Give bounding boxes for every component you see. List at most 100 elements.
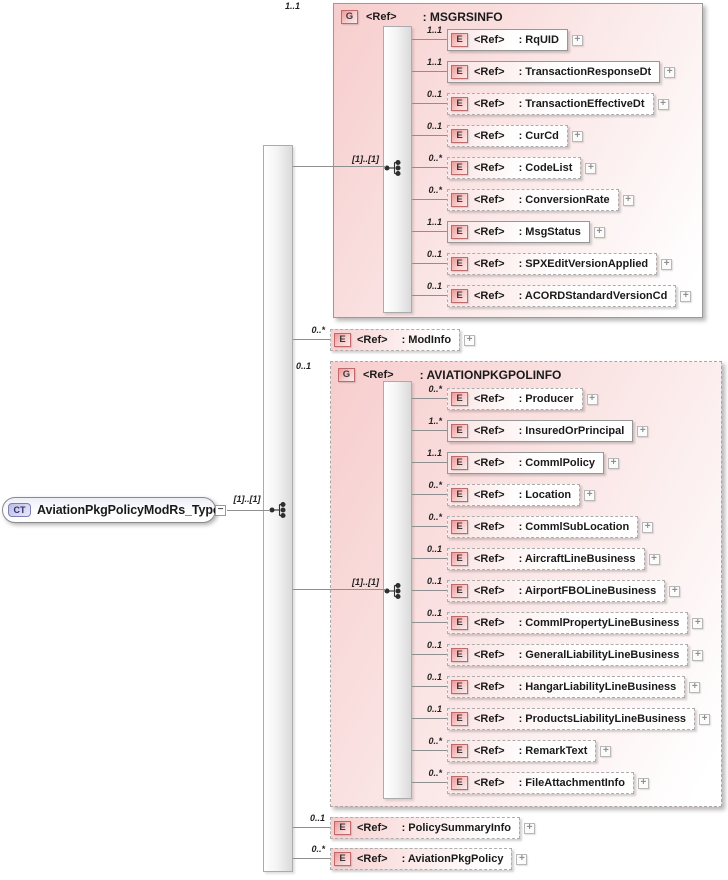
element-box-generalliabilitylinebusiness[interactable]: E <Ref> : GeneralLiabilityLineBusiness <box>447 644 689 666</box>
expand-icon[interactable]: + <box>593 226 605 238</box>
expand-icon[interactable]: + <box>637 777 649 789</box>
element-box-aviationpkgpolicy[interactable]: E <Ref> : AviationPkgPolicy <box>330 848 513 870</box>
element-row: 0..1 E <Ref> : AirportFBOLineBusiness + <box>411 576 681 602</box>
sequence-bar <box>263 145 293 872</box>
element-row: 0..* E <Ref> : ConversionRate + <box>412 185 634 211</box>
element-badge: E <box>451 161 468 175</box>
element-badge: E <box>451 392 468 406</box>
element-box-aircraftlinebusiness[interactable]: E <Ref> : AircraftLineBusiness <box>447 548 645 570</box>
element-badge: E <box>451 680 468 694</box>
element-row: 0..1 E <Ref> : CurCd + <box>412 121 583 147</box>
element-box-codelist[interactable]: E <Ref> : CodeList <box>447 157 582 179</box>
element-box-policysummaryinfo[interactable]: E <Ref> : PolicySummaryInfo <box>330 817 520 839</box>
element-box-transactioneffectivedt[interactable]: E <Ref> : TransactionEffectiveDt <box>447 93 654 115</box>
complex-type-title: AviationPkgPolicyModRs_Type <box>37 503 220 517</box>
expand-icon[interactable]: + <box>664 66 676 78</box>
element-badge: E <box>451 97 468 111</box>
element-name: : Producer <box>518 393 574 405</box>
expand-icon[interactable]: + <box>637 425 649 437</box>
ref-label: <Ref> <box>474 713 505 725</box>
element-row: 0..* E <Ref> : CodeList + <box>411 153 597 179</box>
element-box-producer[interactable]: E <Ref> : Producer <box>447 388 583 410</box>
element-box-curcd[interactable]: E <Ref> : CurCd <box>447 125 568 147</box>
element-box-msgstatus[interactable]: E <Ref> : MsgStatus <box>447 221 590 243</box>
expand-icon[interactable]: + <box>516 853 528 865</box>
ref-label: <Ref> <box>357 822 388 834</box>
element-box-commlpropertylinebusiness[interactable]: E <Ref> : CommlPropertyLineBusiness <box>447 612 689 634</box>
element-row: 0..1 E <Ref> : ACORDStandardVersionCd + <box>411 281 692 307</box>
group-header[interactable]: G <Ref> : MSGRSINFO <box>334 4 702 24</box>
element-name: : TransactionResponseDt <box>518 66 652 78</box>
element-name: : TransactionEffectiveDt <box>518 98 645 110</box>
ref-label: <Ref> <box>357 334 388 346</box>
element-box-commlpolicy[interactable]: E <Ref> : CommlPolicy <box>447 452 604 474</box>
cardinality-label: 0..* <box>311 844 325 854</box>
element-box-airportfbolinebusiness[interactable]: E <Ref> : AirportFBOLineBusiness <box>447 580 666 602</box>
ref-label: <Ref> <box>474 34 505 46</box>
expand-icon[interactable]: + <box>661 258 673 270</box>
complex-type-node[interactable]: CT AviationPkgPolicyModRs_Type <box>2 497 220 523</box>
element-name: : ConversionRate <box>518 194 610 206</box>
expand-icon[interactable]: + <box>464 334 476 346</box>
element-box-conversionrate[interactable]: E <Ref> : ConversionRate <box>447 189 619 211</box>
element-box-acordstandardversioncd[interactable]: E <Ref> : ACORDStandardVersionCd <box>447 285 677 307</box>
element-box-location[interactable]: E <Ref> : Location <box>447 484 581 506</box>
element-badge: E <box>451 193 468 207</box>
element-badge: E <box>334 821 351 835</box>
expand-icon[interactable]: + <box>669 585 681 597</box>
element-name: : InsuredOrPrincipal <box>518 425 625 437</box>
expand-icon[interactable]: + <box>642 521 654 533</box>
element-badge: E <box>451 129 468 143</box>
element-row: 0..1 E <Ref> : CommlPropertyLineBusiness… <box>411 608 704 634</box>
expand-icon[interactable]: + <box>571 34 583 46</box>
element-box-rquid[interactable]: E <Ref> : RqUID <box>447 29 568 51</box>
element-box-spxeditversionapplied[interactable]: E <Ref> : SPXEditVersionApplied <box>447 253 658 275</box>
connector-line <box>293 589 386 590</box>
expand-icon[interactable]: + <box>607 457 619 469</box>
group-header[interactable]: G <Ref> : AVIATIONPKGPOLINFO <box>331 362 721 382</box>
sequence-icon <box>384 582 401 600</box>
element-name: : GeneralLiabilityLineBusiness <box>518 649 680 661</box>
expand-icon[interactable]: + <box>692 617 704 629</box>
expand-icon[interactable]: + <box>699 713 711 725</box>
cardinality-label: 1..1 <box>426 448 442 458</box>
expand-icon[interactable]: + <box>584 489 596 501</box>
expand-icon[interactable]: + <box>657 98 669 110</box>
element-badge: E <box>451 225 468 239</box>
element-box-insuredorprincipal[interactable]: E <Ref> : InsuredOrPrincipal <box>447 420 634 442</box>
ref-label: <Ref> <box>474 617 505 629</box>
collapse-icon[interactable]: − <box>215 505 226 516</box>
cardinality-label: 0..* <box>311 325 325 335</box>
expand-icon[interactable]: + <box>689 681 701 693</box>
cardinality-label: 0..1 <box>426 89 442 99</box>
cardinality-label: 0..* <box>428 153 442 163</box>
expand-icon[interactable]: + <box>524 822 535 834</box>
element-name: : SPXEditVersionApplied <box>518 258 649 270</box>
expand-icon[interactable]: + <box>585 162 597 174</box>
cardinality-label: 0..* <box>428 512 442 522</box>
ref-label: <Ref> <box>474 585 505 597</box>
element-box-hangarliabilitylinebusiness[interactable]: E <Ref> : HangarLiabilityLineBusiness <box>447 676 686 698</box>
cardinality-label: 0..* <box>428 384 442 394</box>
expand-icon[interactable]: + <box>622 194 634 206</box>
expand-icon[interactable]: + <box>648 553 660 565</box>
cardinality-label: 1..1 <box>285 1 301 11</box>
element-box-productsliabilitylinebusiness[interactable]: E <Ref> : ProductsLiabilityLineBusiness <box>447 708 696 730</box>
element-row: 1..1 E <Ref> : CommlPolicy + <box>412 448 619 474</box>
expand-icon[interactable]: + <box>586 393 598 405</box>
element-row: 1..* E <Ref> : InsuredOrPrincipal + <box>411 416 649 442</box>
element-row: 0..* E <Ref> : FileAttachmentInfo + <box>412 768 649 794</box>
connector-line <box>293 166 386 167</box>
expand-icon[interactable]: + <box>680 290 692 302</box>
element-name: : AircraftLineBusiness <box>518 553 636 565</box>
expand-icon[interactable]: + <box>600 745 612 757</box>
element-box-remarktext[interactable]: E <Ref> : RemarkText <box>447 740 597 762</box>
element-box-modinfo[interactable]: E <Ref> : ModInfo <box>330 329 461 351</box>
element-box-transactionresponsedt[interactable]: E <Ref> : TransactionResponseDt <box>447 61 661 83</box>
expand-icon[interactable]: + <box>571 130 583 142</box>
ref-label: <Ref> <box>474 130 505 142</box>
cardinality-label: 0..* <box>428 185 442 195</box>
element-box-fileattachmentinfo[interactable]: E <Ref> : FileAttachmentInfo <box>447 772 634 794</box>
expand-icon[interactable]: + <box>692 649 704 661</box>
element-box-commlsublocation[interactable]: E <Ref> : CommlSubLocation <box>447 516 639 538</box>
